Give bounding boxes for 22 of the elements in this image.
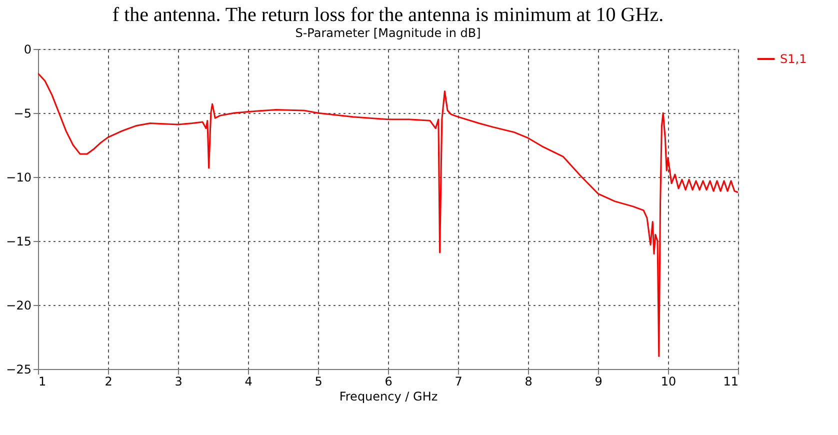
y-tick-label: 0 — [24, 42, 32, 56]
legend-label: S1,1 — [780, 52, 807, 66]
line-series — [38, 72, 738, 357]
x-tick-label: 2 — [104, 374, 112, 388]
x-tick-label: 6 — [384, 374, 392, 388]
x-tick-label: 10 — [660, 374, 676, 388]
x-tick-label: 11 — [723, 374, 738, 388]
x-tick-label: 4 — [244, 374, 252, 388]
y-tick-label: −10 — [6, 170, 32, 184]
text: f the antenna. The return loss for the antenna is minimum at 10 GHz. — [112, 4, 664, 26]
x-axis-title: Frequency / GHz — [339, 390, 438, 404]
y-tick-label: −15 — [6, 234, 32, 248]
y-tick-label: −20 — [6, 298, 32, 312]
y-tick-label: −5 — [14, 106, 32, 120]
y-tick-label: −25 — [6, 362, 32, 376]
x-tick-label: 9 — [594, 374, 602, 388]
x-tick-label: 7 — [454, 374, 462, 388]
x-tick-label: 8 — [524, 374, 532, 388]
chart-title: S-Parameter [Magnitude in dB] — [295, 26, 481, 40]
x-tick-label: 1 — [38, 374, 46, 388]
x-tick-label: 5 — [314, 374, 322, 388]
x-tick-label: 3 — [174, 374, 182, 388]
